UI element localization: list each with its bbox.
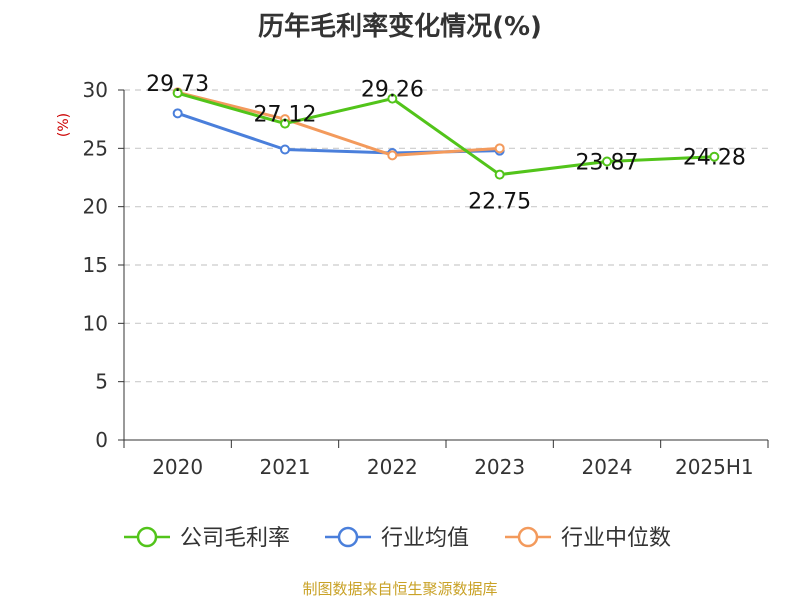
legend-marker	[337, 526, 359, 548]
data-point	[172, 108, 183, 119]
data-label: 24.28	[683, 146, 746, 171]
data-point	[494, 169, 505, 180]
legend-label: 行业中位数	[561, 526, 671, 551]
series-line-2	[177, 90, 500, 157]
y-tick-label: 10	[83, 311, 108, 335]
x-tick-label: 2023	[474, 455, 525, 479]
data-point	[709, 151, 720, 162]
y-tick-label: 20	[83, 195, 108, 219]
x-tick-label: 2025H1	[675, 455, 754, 479]
x-tick-label: 2021	[260, 455, 311, 479]
data-label: 27.12	[254, 103, 317, 128]
data-point	[387, 93, 398, 104]
data-point	[280, 118, 290, 129]
data-source-note: 制图数据来自恒生聚源数据库	[302, 580, 498, 598]
data-point	[494, 143, 505, 154]
data-label: 29.26	[361, 78, 424, 103]
data-label: 22.75	[468, 190, 531, 215]
data-label: 23.87	[576, 151, 639, 176]
data-point	[602, 156, 612, 167]
data-label: 29.73	[146, 72, 209, 97]
y-tick-label: 25	[83, 136, 108, 160]
legend-marker	[136, 526, 158, 548]
series-line-1	[177, 111, 500, 155]
x-tick-label: 2020	[152, 455, 203, 479]
series-line-0	[177, 91, 715, 177]
x-tick-label: 2022	[367, 455, 418, 479]
legend-marker	[517, 526, 539, 548]
data-point	[280, 144, 290, 155]
y-tick-label: 5	[95, 370, 108, 394]
y-axis-label: (%)	[56, 113, 72, 137]
legend-label: 公司毛利率	[180, 526, 290, 551]
legend-label: 行业均值	[381, 526, 469, 551]
data-point	[172, 88, 183, 99]
chart-title: 历年毛利率变化情况(%)	[258, 12, 542, 42]
data-point	[387, 150, 398, 161]
y-tick-label: 0	[95, 428, 108, 452]
x-tick-label: 2024	[582, 455, 633, 479]
y-tick-label: 30	[83, 78, 108, 102]
y-tick-label: 15	[83, 253, 108, 277]
